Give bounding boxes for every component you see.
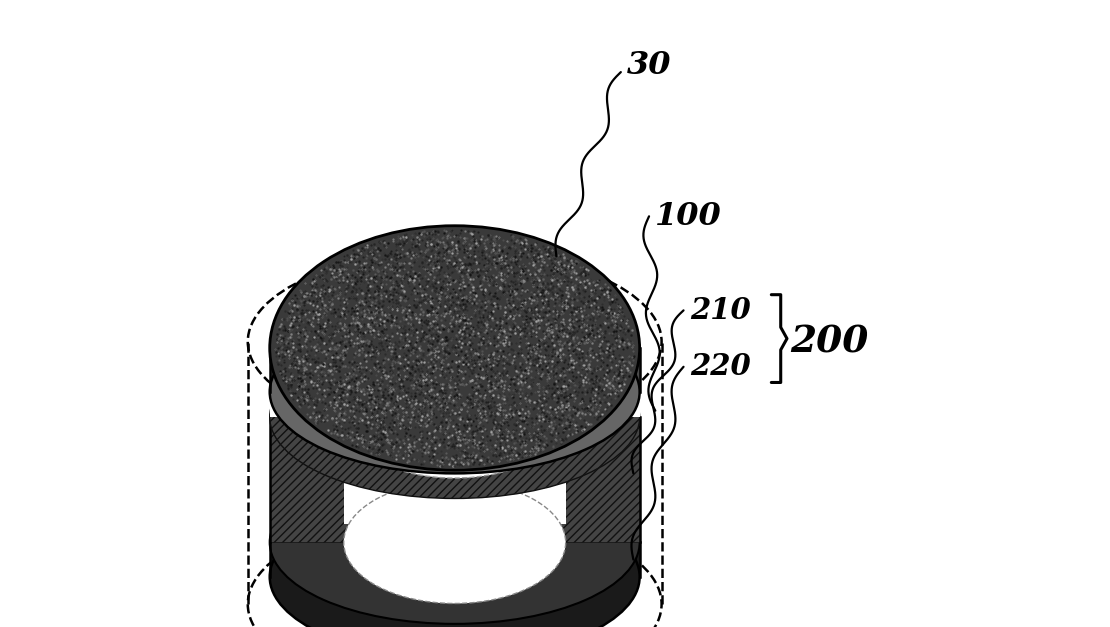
Polygon shape [344,435,566,524]
Ellipse shape [344,356,566,478]
Polygon shape [270,417,639,542]
Polygon shape [270,392,639,417]
Ellipse shape [270,335,639,498]
Ellipse shape [270,310,639,473]
Ellipse shape [270,461,639,624]
Ellipse shape [344,482,566,603]
Polygon shape [270,542,639,577]
Polygon shape [270,417,639,542]
Text: 210: 210 [689,296,750,325]
Ellipse shape [344,356,566,478]
Text: 220: 220 [689,352,750,381]
Text: 30: 30 [627,50,672,82]
Text: 100: 100 [655,201,723,232]
Ellipse shape [270,495,639,627]
Ellipse shape [270,310,639,473]
Polygon shape [270,348,639,392]
Text: 200: 200 [790,323,868,361]
Ellipse shape [270,226,639,470]
